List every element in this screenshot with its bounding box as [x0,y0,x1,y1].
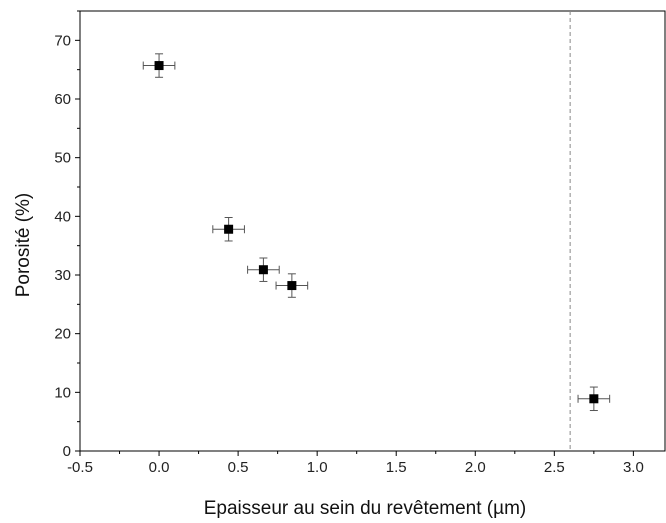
y-tick-label: 40 [54,208,71,225]
y-tick-label: 60 [54,91,71,108]
x-tick-label: 0.0 [149,459,170,476]
x-tick-label: 2.5 [544,459,565,476]
y-tick-label: 10 [54,384,71,401]
x-tick-label: 1.5 [386,459,407,476]
data-point [287,281,297,291]
data-point [258,265,268,275]
x-tick-label: 2.0 [465,459,486,476]
y-tick-label: 50 [54,150,71,167]
plot-area: -0.5 0.0 0.5 1.0 1.5 2.0 2.5 3.0 0 10 20 30 40 50 60 70 [54,10,666,476]
x-axis-title: Epaisseur au sein du revêtement (µm) [204,498,526,519]
y-tick-label: 0 [63,443,71,460]
x-tick-label: 3.0 [623,459,644,476]
x-tick-label: 0.5 [228,459,249,476]
plot-frame [79,10,666,452]
x-tick-label: -0.5 [67,459,93,476]
data-point [589,394,599,404]
y-tick-label: 70 [54,32,71,49]
x-tick-label: 1.0 [307,459,328,476]
data-point [154,61,164,71]
y-tick-label: 30 [54,267,71,284]
y-axis-title: Porosité (%) [13,193,34,298]
y-tick-label: 20 [54,326,71,343]
data-point [224,224,234,234]
